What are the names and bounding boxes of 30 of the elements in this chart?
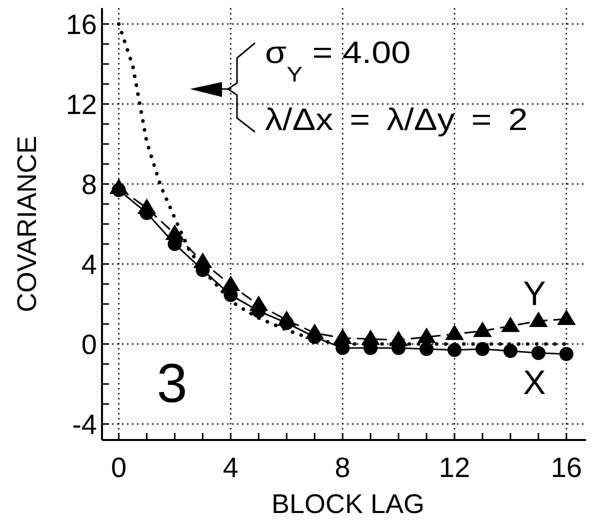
point [501,317,520,332]
y-tick-label: 0 [81,328,97,360]
y-tick-label: 8 [81,168,97,200]
point [503,344,518,358]
point [473,322,492,338]
annotation: σ$_{Y}$ = 4.00 [265,36,411,86]
annotation: 3 [156,352,188,414]
x-tick-label: 4 [222,452,238,483]
point [557,310,576,326]
point [448,343,462,357]
annotation: λ/Δx = λ/Δy = 2 [265,102,528,138]
point [418,328,436,344]
point [559,347,574,361]
series-label: X [523,364,546,402]
x-tick-label: 16 [550,452,582,483]
point [529,312,548,328]
y-tick-label: 4 [81,248,97,280]
point [420,342,434,356]
point [531,346,546,360]
series-label: Y [523,275,546,313]
x-axis-title: BLOCK LAG [271,489,425,519]
x-tick-label: 8 [334,452,350,483]
y-tick-label: 12 [66,88,97,120]
y-tick-label: -4 [72,408,97,440]
x-tick-label: 0 [110,452,127,483]
point [446,325,464,340]
point [475,342,490,356]
x-tick-label: 12 [438,452,470,483]
y-tick-label: 16 [66,8,97,40]
y-axis-title: COVARIANCE [12,136,42,312]
